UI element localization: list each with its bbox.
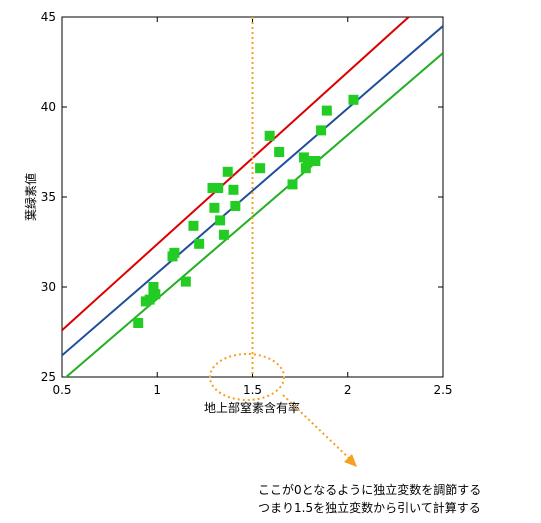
axis-ticks xyxy=(61,16,444,378)
x-tick-label: 1 xyxy=(153,383,161,397)
data-point-14 xyxy=(215,215,226,226)
data-point-16 xyxy=(222,166,233,177)
y-tick-label: 45 xyxy=(41,10,56,24)
data-point-13 xyxy=(213,183,224,193)
y-tick-label: 30 xyxy=(41,280,56,294)
y-axis-label: 葉緑素値 xyxy=(23,173,38,221)
y-tick-label: 40 xyxy=(41,100,56,114)
data-point-17 xyxy=(228,184,239,195)
data-point-0 xyxy=(133,318,144,328)
series-line-2 xyxy=(64,52,443,377)
data-point-8 xyxy=(180,276,191,287)
data-point-5 xyxy=(150,289,161,300)
y-tick-label: 35 xyxy=(41,190,56,204)
data-point-22 xyxy=(287,179,298,190)
x-tick-label: 2 xyxy=(344,383,352,397)
annotation-line-1: ここが0となるように独立変数を調節する xyxy=(258,482,481,497)
data-point-11 xyxy=(207,183,218,193)
data-point-15 xyxy=(218,229,229,240)
x-axis-label: 地上部窒素含有率 xyxy=(204,400,300,415)
x-tick-label: 1.5 xyxy=(243,383,262,397)
data-point-9 xyxy=(188,220,199,231)
x-tick-label: 2.5 xyxy=(433,383,452,397)
series-line-0 xyxy=(62,17,410,331)
data-point-4 xyxy=(148,282,159,292)
x-tick-label: 0.5 xyxy=(52,383,71,397)
series-line-1 xyxy=(62,25,443,357)
data-point-25 xyxy=(302,156,313,166)
data-point-2 xyxy=(144,294,155,305)
data-point-19 xyxy=(255,163,266,174)
arrow-head-icon xyxy=(344,454,357,467)
data-point-28 xyxy=(321,105,332,116)
data-point-29 xyxy=(348,94,359,105)
highlight-ellipse xyxy=(209,353,285,401)
regression-lines xyxy=(62,17,443,377)
data-point-21 xyxy=(274,147,285,157)
data-point-27 xyxy=(316,125,327,136)
data-point-24 xyxy=(300,163,311,174)
data-point-12 xyxy=(209,202,220,213)
annotation-arrow-line xyxy=(282,394,353,462)
data-point-7 xyxy=(169,247,180,258)
y-tick-label: 25 xyxy=(41,370,56,384)
tick-labels: 0.5 1 1.5 2 2.5 25 30 35 40 45 xyxy=(41,10,453,397)
data-point-26 xyxy=(310,156,321,166)
scatter-points xyxy=(133,94,359,328)
data-point-20 xyxy=(264,130,275,141)
annotation-line-2: つまり1.5を独立変数から引いて計算する xyxy=(258,500,481,515)
data-point-18 xyxy=(230,201,241,211)
data-point-10 xyxy=(194,238,205,249)
